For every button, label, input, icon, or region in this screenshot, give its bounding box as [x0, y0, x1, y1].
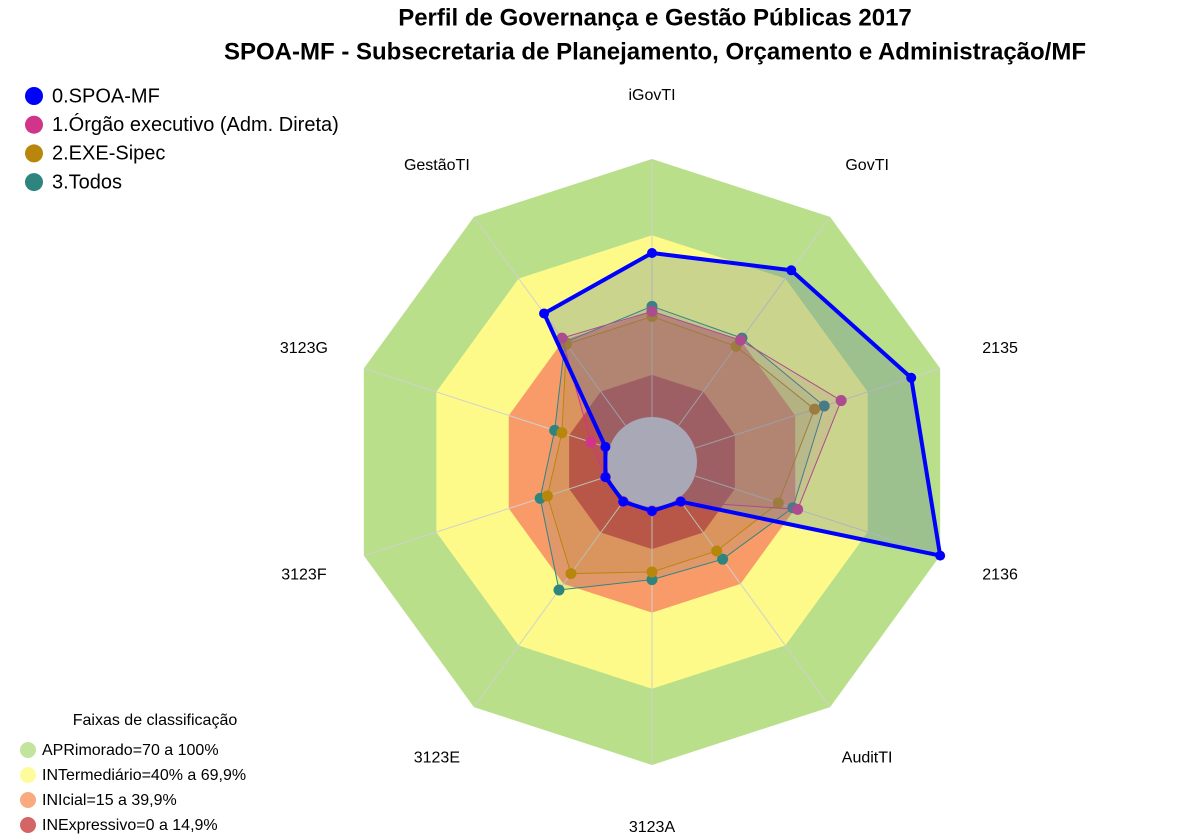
series-point	[556, 427, 568, 439]
legend-label: 0.SPOA-MF	[52, 85, 160, 107]
center-hole	[607, 417, 697, 507]
axis-label: GovTI	[845, 157, 889, 174]
legend-label: 3.Todos	[52, 171, 122, 193]
band-legend-marker	[20, 742, 36, 758]
spoke	[694, 475, 941, 557]
chart-subtitle: SPOA-MF - Subsecretaria de Planejamento,…	[224, 38, 1086, 65]
band-legend-label: APRimorado=70 a 100%	[42, 742, 219, 759]
bands-title: Faixas de classificação	[73, 712, 238, 729]
axis-label: 2136	[982, 566, 1018, 583]
series-point	[600, 441, 611, 452]
series-point	[786, 265, 797, 276]
series-point	[585, 436, 597, 448]
series-point	[565, 568, 577, 580]
series-point	[735, 334, 747, 346]
spoke	[678, 216, 831, 426]
band-legend-marker	[20, 792, 36, 808]
series-point	[600, 472, 611, 483]
band-legend-label: INExpressivo=0 a 14,9%	[42, 817, 218, 834]
legend-marker	[25, 87, 43, 105]
axis-label: 3123E	[414, 749, 460, 766]
series-point	[835, 395, 847, 407]
band-legend-marker	[20, 767, 36, 783]
axis-label: 3123F	[281, 566, 327, 583]
series-point	[647, 506, 657, 516]
series-point	[711, 545, 723, 557]
series-point	[675, 496, 686, 507]
spoke	[473, 498, 626, 708]
series-point	[541, 490, 553, 502]
series-point	[646, 305, 658, 317]
band-legend-marker	[20, 817, 36, 833]
axis-label: AuditTI	[842, 749, 893, 766]
band-legend-label: INIcial=15 a 39,9%	[42, 792, 177, 809]
band-legend-label: INTermediário=40% a 69,9%	[42, 767, 246, 784]
spoke	[363, 367, 610, 449]
series-point	[646, 574, 658, 586]
axis-label: 3123G	[280, 340, 328, 357]
series-point	[553, 584, 565, 596]
spoke	[678, 498, 831, 708]
series-point	[647, 247, 657, 258]
legend-marker	[25, 173, 43, 192]
axis-label: GestãoTI	[404, 157, 470, 174]
series-point	[539, 308, 550, 319]
series-point	[772, 497, 784, 509]
legend-label: 1.Órgão executivo (Adm. Direta)	[52, 113, 339, 136]
legend-marker	[25, 144, 43, 163]
axis-label: 3123A	[629, 819, 676, 836]
chart-title: Perfil de Governança e Gestão Públicas 2…	[398, 4, 912, 31]
series-point	[717, 553, 729, 565]
series-point	[935, 550, 946, 561]
axis-label: iGovTI	[628, 87, 675, 104]
series-point	[556, 332, 568, 344]
series-point	[818, 400, 830, 412]
legend-label: 2.EXE-Sipec	[52, 143, 165, 165]
series-point	[809, 403, 821, 415]
legend-marker	[25, 115, 43, 134]
series-point	[618, 496, 629, 507]
spoke	[363, 475, 610, 557]
axis-label: 2135	[982, 340, 1018, 357]
series-point	[906, 372, 917, 383]
series-point	[792, 503, 804, 515]
series-point	[646, 566, 658, 578]
